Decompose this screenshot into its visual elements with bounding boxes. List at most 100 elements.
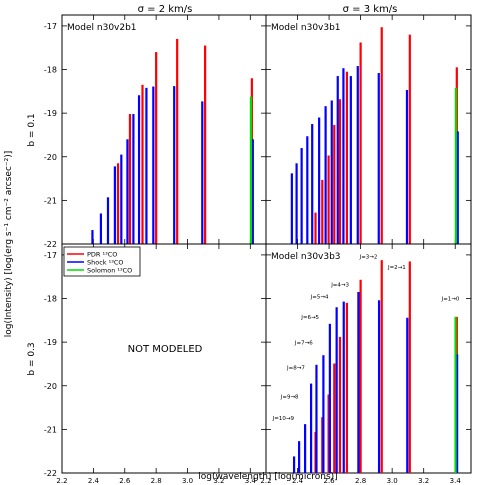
bar bbox=[456, 354, 459, 473]
bar bbox=[300, 148, 303, 244]
bar bbox=[342, 301, 345, 473]
x-tick-label: 3.2 bbox=[418, 477, 429, 485]
y-tick-label: -19 bbox=[44, 338, 57, 347]
y-tick-label: -22 bbox=[44, 469, 57, 478]
panel-title: Model n30v2b1 bbox=[67, 23, 137, 33]
panel-bottom-right: 2.2 2.4 2.6 2.8 3.0 3.2 3.4 Model n30v3b3 J=10→9… bbox=[260, 243, 472, 485]
transition-label: J=9→8 bbox=[280, 394, 299, 400]
x-tick-label: 2.4 bbox=[292, 477, 304, 485]
bar bbox=[349, 76, 352, 244]
bar bbox=[292, 456, 296, 473]
bar bbox=[116, 163, 120, 244]
x-tick-label: 2.4 bbox=[88, 477, 100, 485]
bar bbox=[314, 212, 317, 244]
bar bbox=[327, 394, 330, 473]
bar bbox=[377, 73, 380, 244]
y-tick-label: -17 bbox=[44, 251, 57, 260]
bar bbox=[356, 66, 359, 244]
bar bbox=[345, 302, 348, 473]
bar bbox=[173, 86, 176, 244]
legend-label: PDR ¹³CO bbox=[87, 251, 117, 259]
row-title-top: b = 0.1 bbox=[27, 113, 37, 146]
bar bbox=[454, 316, 457, 473]
bar bbox=[306, 136, 309, 244]
bar bbox=[126, 139, 129, 244]
bar bbox=[377, 300, 381, 473]
bar bbox=[310, 383, 313, 473]
bar bbox=[298, 441, 301, 473]
x-axis-label: log(wavelength) [log(microns)] bbox=[198, 472, 337, 482]
bar bbox=[128, 114, 132, 245]
y-tick-label: -20 bbox=[44, 382, 57, 391]
transition-label: J=7→6 bbox=[294, 340, 313, 346]
bar bbox=[336, 76, 339, 244]
panel-bottom-left: NOT MODELED 2.2 2.4 2.6 2.8 3.0 3.2 3.4 -22 -21 -… bbox=[44, 243, 267, 485]
bar bbox=[338, 99, 342, 245]
panel-title: Model n30v3b1 bbox=[271, 23, 341, 33]
x-tick-label: 2.6 bbox=[324, 477, 336, 485]
transition-label: J=1→0 bbox=[441, 296, 460, 302]
bar bbox=[359, 279, 362, 473]
bar bbox=[311, 124, 314, 244]
row-title-bottom: b = 0.3 bbox=[27, 342, 37, 375]
transition-label: J=6→5 bbox=[300, 315, 319, 321]
bar bbox=[113, 166, 116, 244]
bar bbox=[330, 100, 333, 244]
y-tick-label: -20 bbox=[44, 153, 57, 162]
transition-label: J=3→2 bbox=[359, 254, 378, 260]
column-title-left: σ = 2 km/s bbox=[138, 4, 193, 15]
bar bbox=[318, 117, 321, 244]
x-tick-label: 2.6 bbox=[119, 477, 131, 485]
panel-frame bbox=[265, 243, 472, 474]
bar bbox=[99, 213, 103, 244]
bar bbox=[357, 291, 360, 473]
legend-label: Solomon ¹³CO bbox=[87, 267, 132, 275]
bar bbox=[380, 260, 383, 473]
bar bbox=[406, 317, 409, 473]
bar bbox=[338, 336, 342, 473]
y-tick-label: -18 bbox=[44, 295, 57, 304]
transition-label: J=10→9 bbox=[272, 416, 295, 422]
y-tick-label: -21 bbox=[44, 425, 57, 434]
bar bbox=[251, 139, 254, 244]
bar bbox=[328, 323, 331, 473]
x-tick-label: 3.4 bbox=[450, 477, 462, 485]
panel-title: Model n30v3b3 bbox=[271, 252, 341, 262]
column-title-right: σ = 3 km/s bbox=[343, 4, 398, 15]
bar bbox=[176, 38, 179, 244]
bar bbox=[327, 155, 330, 244]
bar bbox=[120, 154, 123, 244]
bar bbox=[408, 261, 411, 473]
x-tick-label: 3.0 bbox=[387, 477, 398, 485]
bar bbox=[152, 86, 155, 244]
y-tick-label: -17 bbox=[44, 22, 57, 31]
bar bbox=[321, 179, 324, 244]
x-tick-label: 3.0 bbox=[182, 477, 193, 485]
legend-label: Shock ¹³CO bbox=[87, 259, 124, 267]
bar bbox=[322, 355, 325, 473]
bar bbox=[204, 45, 207, 245]
bar bbox=[155, 52, 158, 245]
bar bbox=[405, 90, 409, 244]
bar bbox=[333, 124, 336, 244]
x-tick-label: 3.2 bbox=[213, 477, 224, 485]
bar bbox=[106, 197, 110, 244]
bar bbox=[290, 173, 293, 244]
x-tick-label: 2.2 bbox=[56, 477, 67, 485]
bar bbox=[201, 101, 204, 244]
panel-top-left: -22 -21 -20 -19 -18 -17 Model n30v2b1 bbox=[44, 14, 267, 249]
bar bbox=[454, 87, 457, 244]
bar bbox=[335, 307, 338, 473]
transition-label: J=4→3 bbox=[330, 282, 349, 288]
y-axis-label: log(Intensity) [log(erg s⁻¹ cm⁻² arcsec⁻… bbox=[4, 151, 14, 338]
bar bbox=[342, 68, 345, 244]
y-tick-label: -22 bbox=[44, 240, 57, 249]
bar bbox=[132, 114, 135, 245]
bar bbox=[295, 163, 298, 244]
panel-frame bbox=[61, 243, 267, 474]
bar bbox=[145, 87, 148, 244]
y-tick-label: -18 bbox=[44, 66, 57, 75]
bar bbox=[249, 96, 253, 244]
